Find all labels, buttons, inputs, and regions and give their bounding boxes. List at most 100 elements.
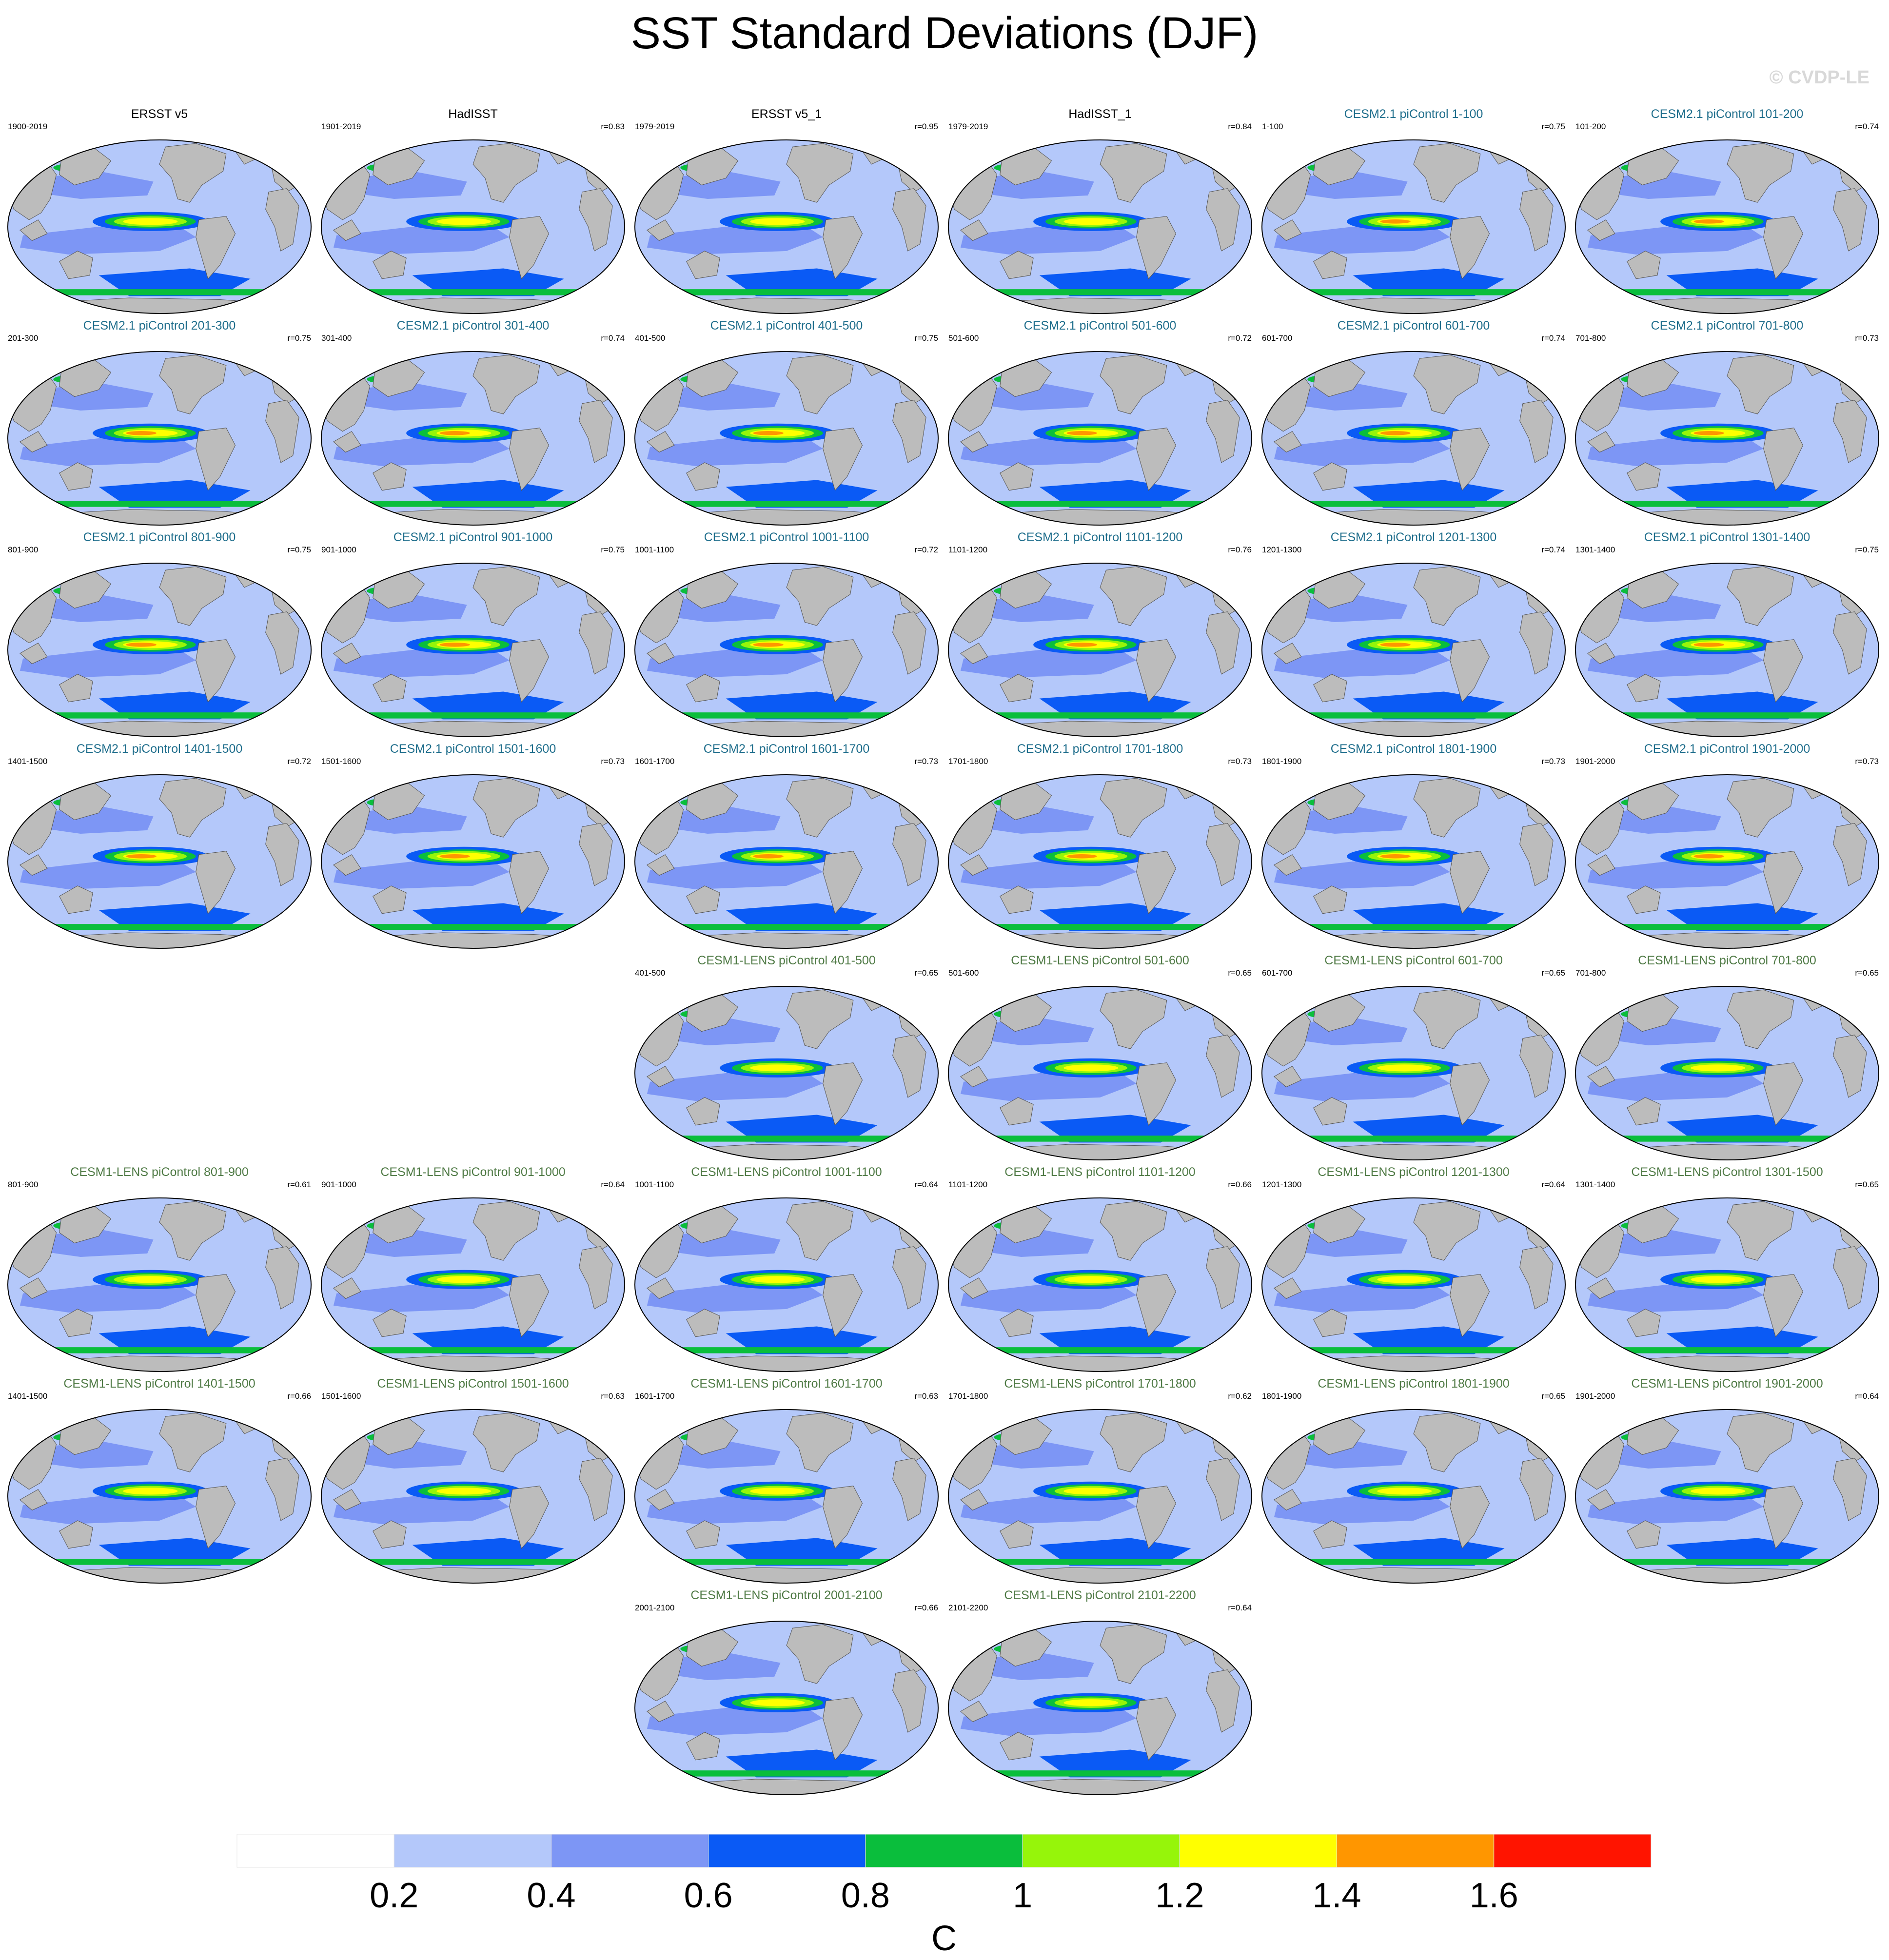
panel-pattern-correlation: r=0.73	[1228, 757, 1252, 766]
sst-field	[321, 352, 625, 525]
map-panel: CESM1-LENS piControl 1101-1200 1101-1200 r…	[948, 1165, 1252, 1372]
map-panel: CESM2.1 piControl 201-300 201-300 r=0.75	[7, 319, 312, 526]
panel-title: CESM2.1 piControl 1901-2000	[1644, 742, 1810, 756]
map-panel: CESM1-LENS piControl 1601-1700 1601-1700 r…	[634, 1377, 939, 1584]
map-panel: CESM1-LENS piControl 1401-1500 1401-1500 r…	[7, 1377, 312, 1584]
map-frame	[948, 1197, 1252, 1372]
map-frame	[7, 139, 312, 314]
map-frame	[634, 351, 939, 526]
panel-pattern-correlation: r=0.72	[914, 545, 938, 554]
panel-period: 1501-1600	[321, 1392, 361, 1401]
colorbar-tick-label: 0.6	[684, 1876, 733, 1915]
panel-pattern-correlation: r=0.74	[601, 333, 625, 343]
panel-period: 1901-2000	[1575, 757, 1615, 766]
panel-pattern-correlation: r=0.75	[1541, 122, 1565, 131]
sst-field	[321, 563, 625, 737]
panel-pattern-correlation: r=0.63	[914, 1392, 938, 1401]
sst-field	[321, 775, 625, 948]
colorbar-tick-label: 0.8	[841, 1876, 890, 1915]
sst-field	[8, 1410, 311, 1583]
panel-pattern-correlation: r=0.95	[914, 122, 938, 131]
panel-title: CESM1-LENS piControl 1501-1600	[377, 1377, 569, 1391]
sst-field	[948, 775, 1252, 948]
sst-field	[1262, 1410, 1565, 1583]
panel-pattern-correlation: r=0.64	[914, 1180, 938, 1189]
colorbar-swatch	[1494, 1834, 1652, 1868]
panel-title: CESM2.1 piControl 1501-1600	[390, 742, 556, 756]
map-panel: CESM2.1 piControl 1-100 1-100 r=0.75	[1261, 107, 1566, 314]
map-frame	[948, 563, 1252, 737]
panel-pattern-correlation: r=0.83	[601, 122, 625, 131]
sst-field	[1262, 140, 1565, 314]
map-frame	[321, 139, 625, 314]
colorbar-tick-label: 1.4	[1313, 1876, 1361, 1915]
map-frame	[1261, 563, 1566, 737]
panel-title: CESM2.1 piControl 1-100	[1344, 107, 1483, 121]
map-panel: CESM2.1 piControl 1301-1400 1301-1400 r=0.…	[1575, 530, 1879, 737]
panel-title: ERSST v5	[131, 107, 188, 121]
panel-pattern-correlation: r=0.65	[914, 968, 938, 978]
map-frame	[634, 1197, 939, 1372]
sst-field	[1262, 775, 1565, 948]
map-panel: CESM2.1 piControl 901-1000 901-1000 r=0.75	[321, 530, 625, 737]
sst-field	[948, 352, 1252, 525]
panel-period: 801-900	[8, 1180, 38, 1189]
sst-field	[8, 140, 311, 314]
sst-field	[1262, 563, 1565, 737]
panel-pattern-correlation: r=0.64	[601, 1180, 625, 1189]
map-frame	[1575, 139, 1879, 314]
panel-period: 301-400	[321, 333, 352, 343]
panel-title: CESM1-LENS piControl 1101-1200	[1004, 1165, 1195, 1179]
sst-field	[635, 1621, 938, 1795]
panel-pattern-correlation: r=0.64	[1855, 1392, 1879, 1401]
panel-title: CESM2.1 piControl 401-500	[710, 319, 863, 333]
panel-period: 1979-2019	[948, 122, 988, 131]
sst-field	[1575, 563, 1879, 737]
map-frame	[948, 986, 1252, 1160]
sst-field	[1575, 1410, 1879, 1583]
map-frame	[1575, 1409, 1879, 1584]
sst-field	[8, 352, 311, 525]
map-panel: ERSST v5 1900-2019	[7, 107, 312, 314]
colorbar-swatch	[551, 1834, 709, 1868]
sst-field	[1575, 352, 1879, 525]
map-frame	[7, 563, 312, 737]
panel-pattern-correlation: r=0.64	[1541, 1180, 1565, 1189]
panel-title: CESM1-LENS piControl 901-1000	[380, 1165, 565, 1179]
map-frame	[1261, 1197, 1566, 1372]
panel-title: CESM2.1 piControl 1101-1200	[1018, 530, 1183, 544]
map-panel: ERSST v5_1 1979-2019 r=0.95	[634, 107, 939, 314]
panel-period: 1001-1100	[635, 545, 674, 554]
sst-field	[1575, 775, 1879, 948]
colorbar-units: C	[931, 1919, 957, 1958]
map-frame	[321, 563, 625, 737]
map-panel: CESM1-LENS piControl 801-900 801-900 r=0.6…	[7, 1165, 312, 1372]
panel-pattern-correlation: r=0.75	[1855, 545, 1879, 554]
map-frame	[1575, 774, 1879, 949]
panel-pattern-correlation: r=0.74	[1541, 545, 1565, 554]
map-frame	[321, 1409, 625, 1584]
panel-pattern-correlation: r=0.62	[1228, 1392, 1252, 1401]
panel-title: CESM1-LENS piControl 801-900	[70, 1165, 248, 1179]
sst-field	[1575, 986, 1879, 1160]
panel-pattern-correlation: r=0.75	[601, 545, 625, 554]
map-panel: HadISST 1901-2019 r=0.83	[321, 107, 625, 314]
colorbar-tick-label: 0.4	[527, 1876, 575, 1915]
panel-pattern-correlation: r=0.73	[601, 757, 625, 766]
map-frame	[321, 1197, 625, 1372]
map-frame	[321, 774, 625, 949]
panel-title: CESM1-LENS piControl 2001-2100	[690, 1588, 882, 1602]
sst-field	[8, 1198, 311, 1372]
panel-period: 501-600	[948, 333, 979, 343]
panel-period: 2001-2100	[635, 1603, 674, 1612]
map-frame	[948, 139, 1252, 314]
panel-title: CESM1-LENS piControl 1301-1500	[1631, 1165, 1823, 1179]
colorbar-swatch	[1337, 1834, 1495, 1868]
panel-title: CESM2.1 piControl 1701-1800	[1017, 742, 1183, 756]
panel-title: CESM2.1 piControl 701-800	[1651, 319, 1804, 333]
map-frame	[948, 351, 1252, 526]
panel-title: CESM1-LENS piControl 501-600	[1011, 954, 1189, 967]
panel-title: CESM2.1 piControl 101-200	[1651, 107, 1804, 121]
panel-period: 2101-2200	[948, 1603, 988, 1612]
panel-period: 1101-1200	[948, 1180, 987, 1189]
